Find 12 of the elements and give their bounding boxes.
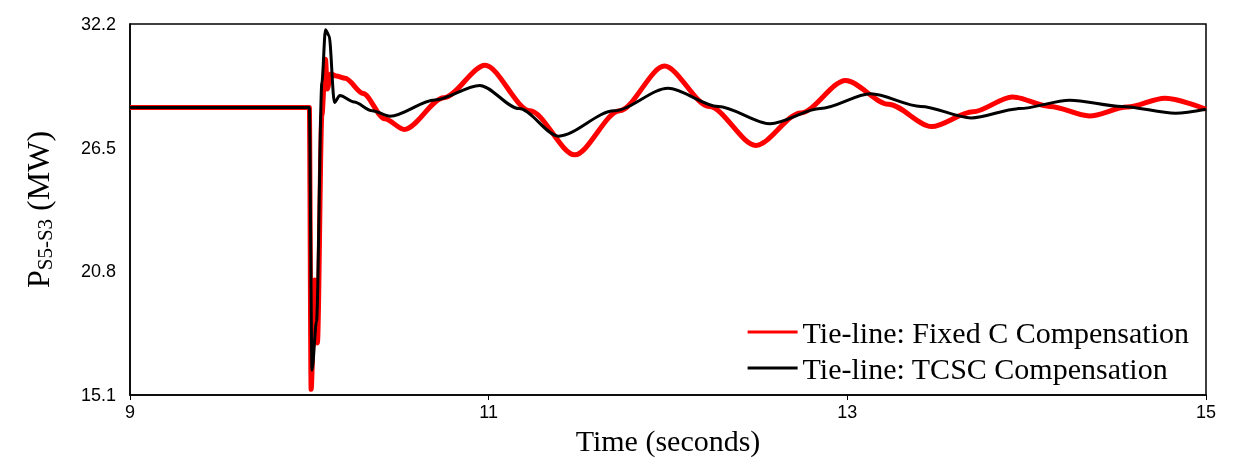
y-axis-title: PS5-S3 (MW)	[19, 130, 57, 289]
x-tick-label: 15	[1195, 402, 1217, 422]
legend-label: Tie-line: TCSC Compensation	[802, 351, 1168, 385]
x-axis-title: Time (seconds)	[575, 424, 761, 459]
y-tick-label: 20.8	[80, 261, 116, 282]
y-tick-label: 15.1	[80, 385, 116, 405]
y-tick-label: 26.5	[80, 137, 116, 158]
x-tick-label: 9	[124, 402, 136, 422]
legend-label: Tie-line: Fixed C Compensation	[802, 315, 1190, 349]
x-tick-label: 13	[837, 402, 858, 422]
x-tick-label: 11	[479, 402, 499, 422]
y-tick-label: 32.2	[80, 14, 116, 34]
